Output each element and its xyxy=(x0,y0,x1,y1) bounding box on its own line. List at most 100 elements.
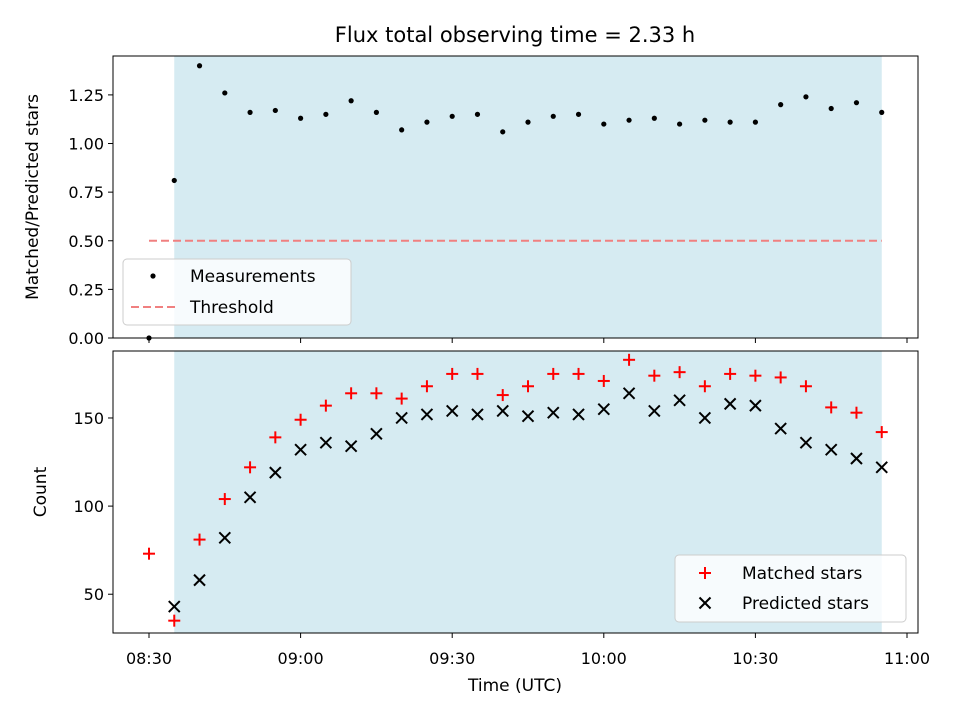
predicted-star-point xyxy=(673,394,686,407)
measurement-point xyxy=(222,90,228,96)
legend-measurements-label: Measurements xyxy=(190,267,316,287)
predicted-star-point xyxy=(193,573,206,587)
matched-star-point xyxy=(774,371,787,384)
predicted-star-point xyxy=(344,439,358,453)
measurement-point xyxy=(752,119,759,125)
x-axis-label: Time (UTC) xyxy=(467,676,562,696)
predicted-star-point xyxy=(698,411,712,425)
measurement-point xyxy=(828,105,834,112)
measurement-point xyxy=(399,127,405,133)
matched-star-point xyxy=(597,374,610,387)
y-tick-label: 1.25 xyxy=(68,86,104,105)
predicted-star-point xyxy=(749,399,762,412)
count-axes-frame xyxy=(112,350,919,634)
y-tick-label: 0.00 xyxy=(68,329,104,348)
x-tick-label: 09:30 xyxy=(429,649,475,668)
measurement-point xyxy=(727,119,733,125)
ratio-y-axis-label: Matched/Predicted stars xyxy=(23,94,43,300)
measurement-point xyxy=(500,129,506,135)
measurement-point xyxy=(272,107,278,114)
matched-star-point xyxy=(218,493,231,506)
measurement-point xyxy=(803,94,809,100)
matched-star-point xyxy=(269,431,282,444)
x-tick-label: 09:00 xyxy=(278,649,324,668)
measurement-point xyxy=(247,109,253,115)
x-tick-label: 10:00 xyxy=(581,649,627,668)
ratio-legend-box xyxy=(122,258,352,326)
x-tick-label: 08:30 xyxy=(126,649,172,668)
predicted-star-point xyxy=(850,452,863,465)
legend-matched-label: Matched stars xyxy=(742,564,862,584)
matched-star-point xyxy=(698,380,711,393)
measurement-point xyxy=(651,115,657,121)
measurement-point xyxy=(525,119,531,125)
matched-star-point xyxy=(345,387,358,400)
measurement-point xyxy=(550,113,556,119)
y-tick-label: 1.00 xyxy=(68,135,104,154)
predicted-star-point xyxy=(648,404,661,418)
matched-star-point xyxy=(875,426,888,439)
measurement-point xyxy=(298,115,304,121)
predicted-star-point xyxy=(218,531,232,545)
x-tick-label: 11:00 xyxy=(884,649,930,668)
matched-star-point xyxy=(370,387,383,400)
measurement-point xyxy=(601,121,607,127)
predicted-star-point xyxy=(774,422,787,435)
measurement-point xyxy=(626,117,632,123)
predicted-star-point xyxy=(243,491,257,504)
matched-star-point xyxy=(547,367,560,380)
matched-star-point xyxy=(850,406,863,419)
count-y-axis-label: Count xyxy=(31,466,51,517)
matched-star-point xyxy=(420,380,433,393)
x-tick-label: 10:30 xyxy=(732,649,778,668)
matched-star-point xyxy=(319,399,332,412)
matched-star-point xyxy=(825,401,838,414)
legend-matched-marker xyxy=(699,567,711,579)
ratio-legend: Measurements Threshold xyxy=(122,258,352,326)
predicted-star-point xyxy=(597,402,611,416)
matched-star-point xyxy=(446,367,459,380)
measurement-point xyxy=(702,117,708,123)
legend-threshold-label: Threshold xyxy=(189,298,274,318)
measurement-point xyxy=(171,177,177,184)
matched-star-point xyxy=(522,380,534,393)
y-tick-label: 0.25 xyxy=(68,280,104,299)
legend-plus xyxy=(699,567,711,579)
count-legend: Matched stars Predicted stars xyxy=(674,554,907,623)
matched-star-point xyxy=(143,547,155,560)
matched-star-point xyxy=(168,614,181,627)
measurement-point xyxy=(323,111,329,117)
predicted-star-point xyxy=(395,411,408,425)
predicted-star-point xyxy=(319,436,333,449)
predicted-star-point xyxy=(294,443,307,456)
matched-star-point xyxy=(193,533,206,546)
legend-measurements-marker xyxy=(150,273,156,279)
matched-star-point xyxy=(294,413,307,426)
predicted-star-point xyxy=(496,404,509,418)
matched-star-point xyxy=(648,369,661,382)
predicted-star-point xyxy=(799,436,813,449)
matched-star-point xyxy=(244,461,257,474)
measurement-point xyxy=(575,111,582,117)
predicted-star-point xyxy=(420,408,434,421)
predicted-star-point xyxy=(547,406,560,419)
predicted-star-point xyxy=(723,397,737,411)
matched-star-point xyxy=(623,353,636,366)
predicted-star-point xyxy=(269,466,282,479)
predicted-star-point xyxy=(622,387,636,400)
ratio-panel: 0.00 0.25 0.50 0.75 1.00 1.25 Matched/Predict… xyxy=(23,55,919,348)
measurement-point xyxy=(474,111,481,117)
measurement-point xyxy=(677,121,683,127)
predicted-star-point xyxy=(168,600,181,613)
legend-predicted-marker xyxy=(698,596,712,610)
ratio-axes-frame xyxy=(112,55,919,339)
y-tick-label: 100 xyxy=(73,497,104,516)
predicted-star-point xyxy=(572,408,585,421)
predicted-star-point xyxy=(521,410,535,423)
measurement-point xyxy=(373,109,379,115)
matched-star-point xyxy=(395,392,408,405)
y-tick-label: 0.50 xyxy=(68,232,104,251)
matched-star-point xyxy=(496,389,509,402)
measurement-point xyxy=(853,100,860,106)
